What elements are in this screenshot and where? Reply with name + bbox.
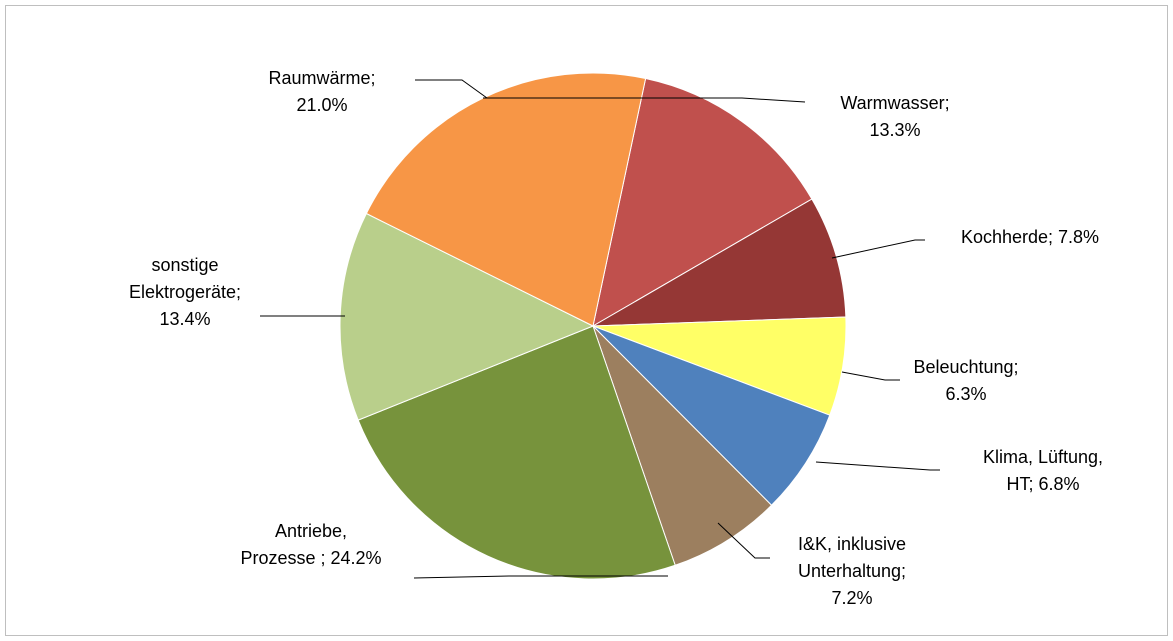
leader-line: [415, 79, 488, 99]
category-label: Klima, Lüftung, HT;: [982, 447, 1104, 494]
data-label: Kochherde; 7.8%: [905, 224, 1155, 251]
data-label: Raumwärme; 21.0%: [262, 65, 382, 119]
value-label: 6.8%: [1038, 474, 1080, 494]
value-label: 24.2%: [330, 548, 382, 568]
category-label: Raumwärme;: [268, 68, 376, 88]
pie-slice: [592, 198, 847, 327]
pie-slice: [592, 77, 813, 327]
value-label: 7.2%: [831, 588, 873, 608]
leader-line: [413, 575, 668, 579]
value-label: 21.0%: [296, 95, 348, 115]
category-label: I&K, inklusive Unterhaltung;: [797, 534, 907, 581]
value-label: 6.3%: [945, 384, 987, 404]
leader-line: [483, 97, 806, 103]
category-label: sonstige Elektrogeräte;: [128, 255, 242, 302]
data-label: I&K, inklusive Unterhaltung; 7.2%: [782, 531, 922, 612]
leader-line: [717, 522, 770, 559]
category-label: Antriebe, Prozesse ;: [240, 521, 348, 568]
category-label: Beleuchtung;: [913, 357, 1019, 377]
data-label: Warmwasser; 13.3%: [835, 90, 955, 144]
pie-slice: [365, 72, 647, 327]
data-label: Antriebe, Prozesse ; 24.2%: [238, 518, 384, 572]
pie-slice: [592, 325, 773, 566]
leader-line: [841, 371, 900, 381]
category-label: Kochherde;: [960, 227, 1054, 247]
data-label: Beleuchtung; 6.3%: [906, 354, 1026, 408]
data-label: Klima, Lüftung, HT; 6.8%: [968, 444, 1118, 498]
pie-slice: [592, 325, 831, 506]
leader-line: [831, 239, 925, 259]
data-label: sonstige Elektrogeräte; 13.4%: [125, 252, 245, 333]
value-label: 13.4%: [159, 309, 211, 329]
category-label: Warmwasser;: [840, 93, 950, 113]
value-label: 13.3%: [869, 120, 921, 140]
value-label: 7.8%: [1058, 227, 1100, 247]
leader-line: [815, 461, 940, 471]
